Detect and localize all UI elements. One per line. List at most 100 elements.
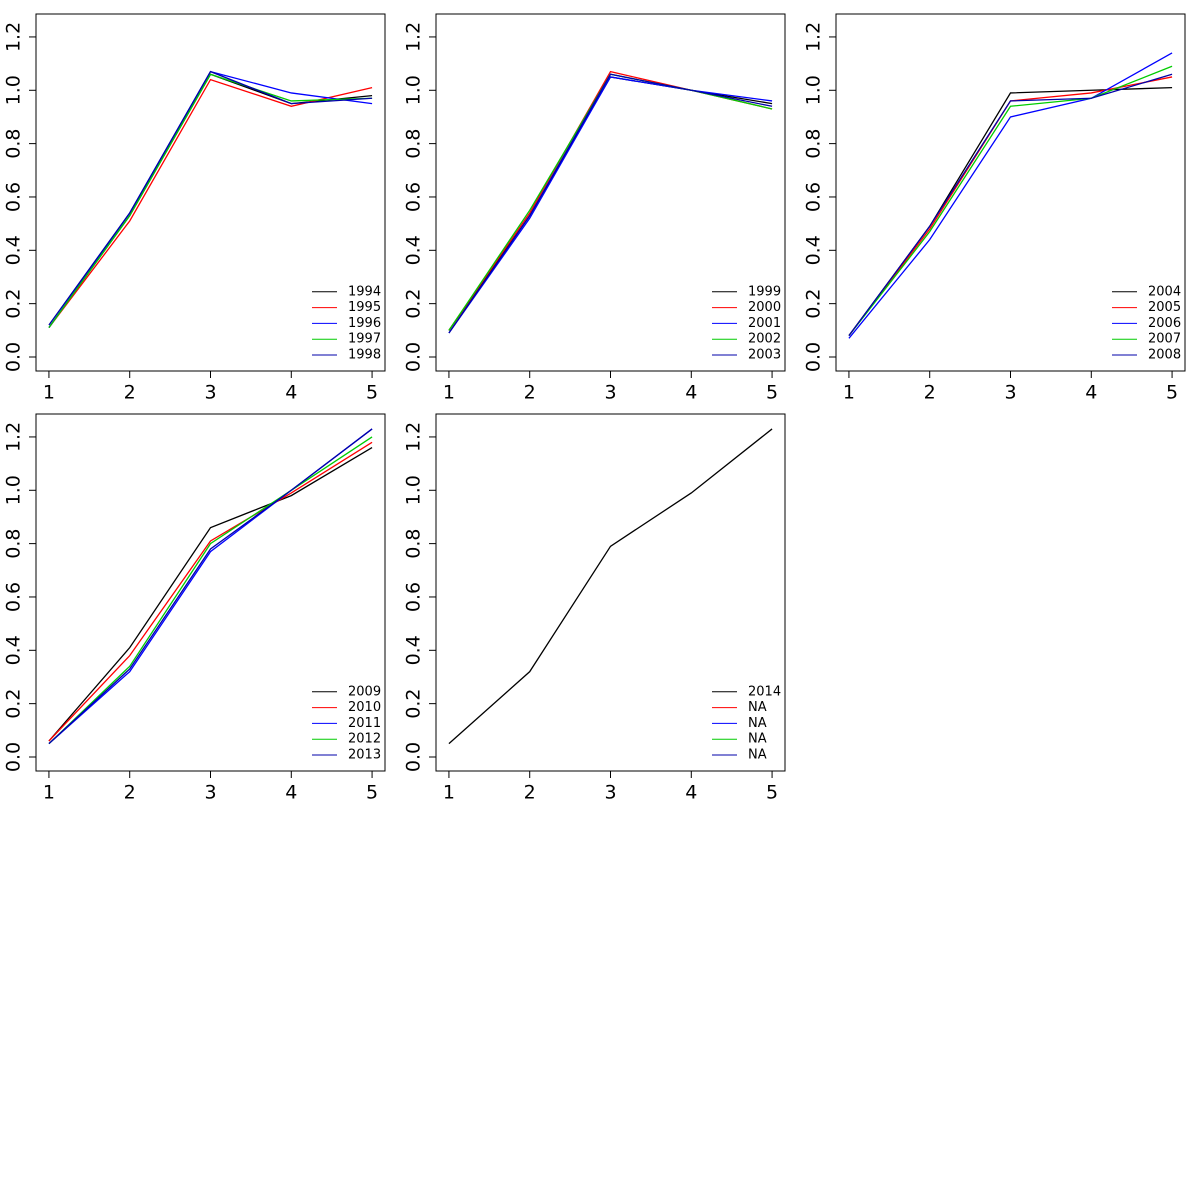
y-tick-label: 0.0 bbox=[403, 742, 425, 772]
x-tick-label: 2 bbox=[124, 382, 136, 404]
y-tick-label: 1.2 bbox=[403, 422, 425, 452]
legend-label: 2012 bbox=[348, 732, 381, 747]
series-line bbox=[48, 436, 373, 745]
y-tick-label: 1.0 bbox=[3, 75, 25, 105]
legend-label: NA bbox=[748, 732, 767, 747]
y-tick-label: 0.8 bbox=[803, 129, 825, 159]
series-line bbox=[848, 73, 1173, 337]
legend-label: 1996 bbox=[348, 316, 381, 331]
x-tick-label: 2 bbox=[524, 382, 536, 404]
series-line bbox=[448, 76, 773, 331]
x-tick-label: 5 bbox=[766, 382, 778, 404]
x-tick-label: 1 bbox=[443, 382, 455, 404]
series-line bbox=[848, 76, 1173, 337]
series-line bbox=[48, 73, 373, 329]
y-tick-label: 1.0 bbox=[403, 75, 425, 105]
legend-label: 2009 bbox=[348, 684, 381, 699]
legend-label: 2014 bbox=[748, 684, 781, 699]
y-tick-label: 0.0 bbox=[803, 342, 825, 372]
x-tick-label: 3 bbox=[604, 382, 616, 404]
x-tick-label: 3 bbox=[204, 382, 216, 404]
legend-label: 1999 bbox=[748, 284, 781, 299]
x-tick-label: 1 bbox=[443, 782, 455, 804]
y-tick-label: 0.4 bbox=[803, 235, 825, 265]
series-line bbox=[448, 73, 773, 334]
y-tick-label: 0.6 bbox=[403, 582, 425, 612]
series-line bbox=[48, 70, 373, 326]
y-tick-label: 0.8 bbox=[3, 529, 25, 559]
legend-label: 2003 bbox=[748, 348, 781, 363]
series-line bbox=[448, 76, 773, 334]
plot-frame bbox=[35, 13, 386, 372]
legend-label: 1998 bbox=[348, 348, 381, 363]
legend-label: 2006 bbox=[1148, 316, 1181, 331]
plot-frame bbox=[435, 13, 786, 372]
y-tick-label: 0.6 bbox=[3, 182, 25, 212]
y-tick-label: 0.4 bbox=[3, 235, 25, 265]
y-tick-label: 0.6 bbox=[3, 582, 25, 612]
legend-label: 1995 bbox=[348, 300, 381, 315]
legend-label: 2010 bbox=[348, 700, 381, 715]
x-tick-label: 1 bbox=[43, 382, 55, 404]
x-tick-label: 1 bbox=[43, 782, 55, 804]
y-tick-label: 0.2 bbox=[403, 689, 425, 719]
legend-label: 2002 bbox=[748, 332, 781, 347]
series-line bbox=[48, 78, 373, 329]
legend-label: 2004 bbox=[1148, 284, 1181, 299]
x-tick-label: 2 bbox=[124, 782, 136, 804]
y-tick-label: 0.0 bbox=[3, 742, 25, 772]
legend-label: 2011 bbox=[348, 716, 381, 731]
series-line bbox=[48, 70, 373, 329]
x-tick-label: 3 bbox=[604, 782, 616, 804]
y-tick-label: 1.2 bbox=[403, 22, 425, 52]
series-line bbox=[848, 65, 1173, 337]
y-tick-label: 0.0 bbox=[403, 342, 425, 372]
series-line bbox=[48, 73, 373, 329]
y-tick-label: 0.2 bbox=[403, 289, 425, 319]
y-tick-label: 1.2 bbox=[3, 422, 25, 452]
y-tick-label: 0.8 bbox=[403, 129, 425, 159]
series-line bbox=[48, 428, 373, 745]
legend-label: 2005 bbox=[1148, 300, 1181, 315]
legend-label: NA bbox=[748, 748, 767, 763]
series-line bbox=[848, 52, 1173, 339]
x-tick-label: 2 bbox=[924, 382, 936, 404]
x-tick-label: 1 bbox=[843, 382, 855, 404]
y-tick-label: 0.8 bbox=[403, 529, 425, 559]
y-tick-label: 1.2 bbox=[803, 22, 825, 52]
x-tick-label: 2 bbox=[524, 782, 536, 804]
legend-label: 2013 bbox=[348, 748, 381, 763]
legend-label: 2000 bbox=[748, 300, 781, 315]
x-tick-label: 4 bbox=[685, 782, 697, 804]
x-tick-label: 5 bbox=[1166, 382, 1178, 404]
series-line bbox=[48, 441, 373, 742]
legend-label: 1997 bbox=[348, 332, 381, 347]
y-tick-label: 0.2 bbox=[3, 689, 25, 719]
x-tick-label: 4 bbox=[285, 382, 297, 404]
x-tick-label: 3 bbox=[204, 782, 216, 804]
legend-label: 1994 bbox=[348, 284, 381, 299]
legend-label: 2001 bbox=[748, 316, 781, 331]
x-tick-label: 4 bbox=[285, 782, 297, 804]
legend-label: 2008 bbox=[1148, 348, 1181, 363]
series-line bbox=[48, 447, 373, 742]
plot-frame bbox=[835, 13, 1186, 372]
x-tick-label: 3 bbox=[1004, 382, 1016, 404]
series-line bbox=[848, 86, 1173, 337]
y-tick-label: 0.2 bbox=[803, 289, 825, 319]
legend-label: NA bbox=[748, 716, 767, 731]
series-line bbox=[448, 428, 773, 745]
y-tick-label: 0.4 bbox=[403, 235, 425, 265]
x-tick-label: 4 bbox=[685, 382, 697, 404]
y-tick-label: 0.4 bbox=[403, 635, 425, 665]
x-tick-label: 4 bbox=[1085, 382, 1097, 404]
plot-frame bbox=[435, 413, 786, 772]
y-tick-label: 1.0 bbox=[3, 475, 25, 505]
y-tick-label: 0.2 bbox=[3, 289, 25, 319]
y-tick-label: 0.8 bbox=[3, 129, 25, 159]
x-tick-label: 5 bbox=[366, 782, 378, 804]
y-tick-label: 0.6 bbox=[403, 182, 425, 212]
y-tick-label: 1.0 bbox=[803, 75, 825, 105]
